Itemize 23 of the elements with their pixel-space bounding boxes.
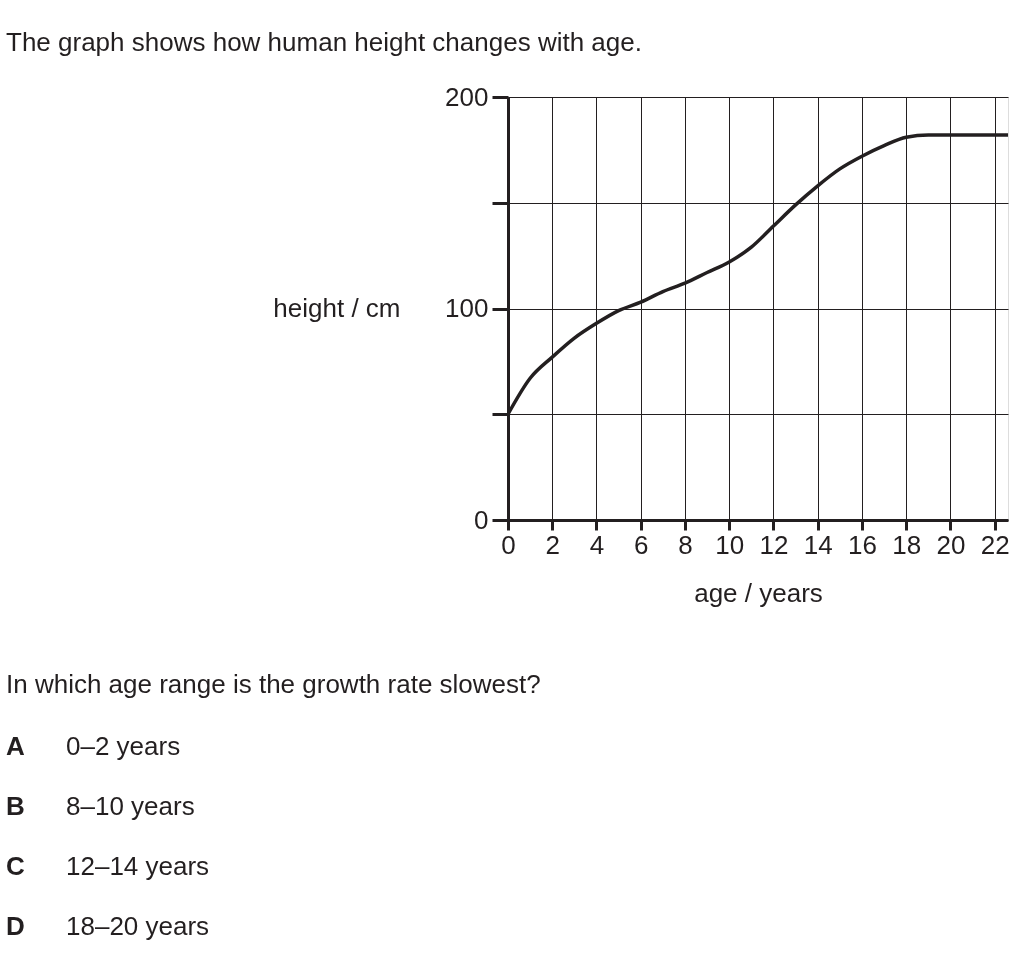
text: In which age range is the growth rate slowest? (6, 669, 541, 699)
y-axis-title: height / cm (273, 293, 401, 323)
x-tick-label: 6 (634, 529, 649, 560)
x-axis-title: age / years (694, 577, 823, 608)
x-tick-label: 14 (803, 529, 833, 560)
y-tick-label: 0 (474, 504, 489, 535)
text: D 18–20 years (6, 911, 210, 941)
x-tick-label: 12 (759, 529, 789, 560)
text: B 8–10 years (6, 791, 195, 821)
y-tick-label: 200 (445, 81, 489, 112)
x-tick-label: 18 (892, 529, 922, 560)
x-tick-label: 2 (545, 529, 560, 560)
x-tick-label: 22 (980, 529, 1010, 560)
text: C 12–14 years (6, 851, 210, 881)
x-tick-label: 10 (715, 529, 745, 560)
x-tick-label: 0 (501, 529, 516, 560)
x-tick-label: 16 (848, 529, 877, 560)
x-tick-label: 20 (936, 529, 966, 560)
x-tick-label: 8 (678, 529, 693, 560)
text: A 0–2 years (6, 731, 181, 761)
x-tick-label: 4 (589, 529, 605, 560)
chart-title: The graph shows how human height changes with age. (6, 27, 642, 57)
y-tick-label: 100 (445, 293, 489, 323)
